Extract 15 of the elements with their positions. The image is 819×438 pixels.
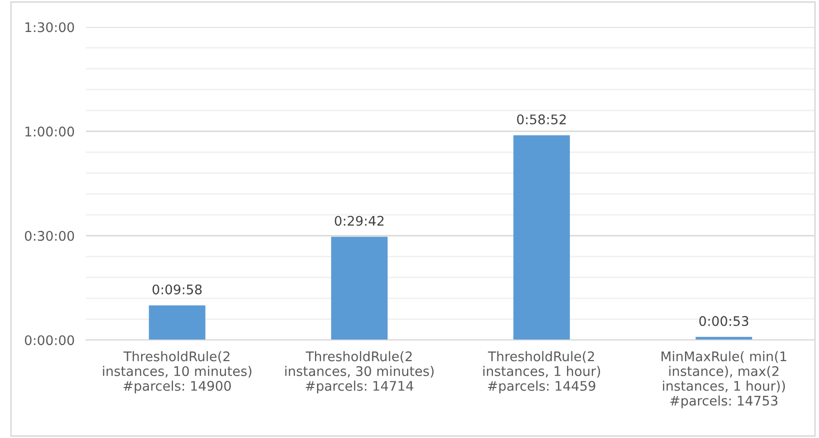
data-label: 0:00:53 [699, 316, 748, 326]
y-tick-label: 1:00:00 [25, 126, 74, 137]
x-tick-label: MinMaxRule( min(1 instance), max(2 instances, 1 hour)) #parcels: 14753 [662, 351, 786, 408]
data-label: 0:09:58 [152, 284, 202, 294]
y-tick-label: 0:00:00 [24, 335, 74, 346]
bar [148, 305, 206, 340]
y-tick-label: 0:30:00 [24, 230, 74, 241]
data-label: 0:58:52 [517, 114, 566, 124]
y-tick-label: 1:30:00 [25, 22, 74, 32]
x-tick-label: ThresholdRule(2 instances, 10 minutes) #parcels: 14900 [103, 351, 252, 394]
x-tick-label: ThresholdRule(2 instances, 1 hour) #parcels: 14459 [483, 351, 600, 394]
data-label: 0:29:42 [334, 216, 384, 226]
bar [513, 135, 570, 340]
x-tick-label: ThresholdRule(2 instances, 30 minutes) #parcels: 14714 [285, 351, 434, 394]
bar [331, 236, 388, 340]
